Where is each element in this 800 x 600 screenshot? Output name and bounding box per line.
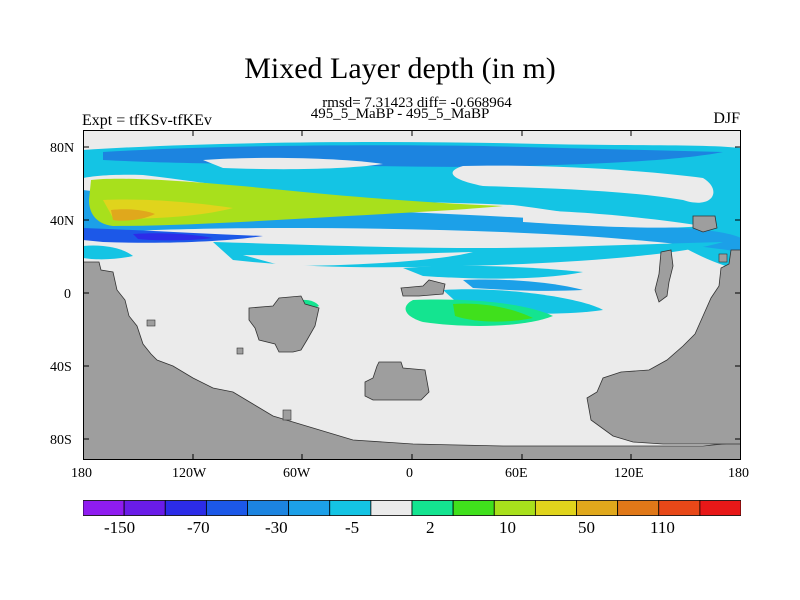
experiment-label: Expt = tfKSv-tfKEv <box>82 112 212 129</box>
colorbar-box-4 <box>205 500 248 516</box>
colorbar <box>83 500 741 516</box>
lat-tick-80n: 80N <box>50 141 75 156</box>
land-east-island-2 <box>692 215 718 233</box>
colorbar-box-16 <box>699 500 741 516</box>
colorbar-box-11 <box>493 500 536 516</box>
stats-line: rmsd= 7.31423 diff= -0.668964 <box>322 95 512 111</box>
orange-core <box>111 209 155 221</box>
lon-tick-180e: 180 <box>728 466 749 481</box>
lon-tick-0: 0 <box>406 466 413 481</box>
land-south-west <box>83 261 741 460</box>
colorbar-box-3 <box>164 500 207 516</box>
colorbar-box-8 <box>370 500 413 516</box>
colorbar-box-7 <box>329 500 372 516</box>
west-edge-lightblue <box>83 245 133 260</box>
colorbar-label-4: -5 <box>345 518 360 537</box>
mixed-layer-depth-map <box>83 130 741 460</box>
colorbar-label-7: 50 <box>578 518 595 537</box>
land-speck-3 <box>282 409 292 421</box>
colorbar-box-15 <box>658 500 701 516</box>
land-speck-2 <box>236 347 244 355</box>
land-east <box>586 249 741 445</box>
lon-tick-60e: 60E <box>505 466 528 481</box>
north-gap-1 <box>203 157 383 170</box>
colorbar-box-2 <box>123 500 166 516</box>
plot-subtitle: 495_5_MaBP - 495_5_MaBP <box>310 106 490 122</box>
lat-tick-80s: 80S <box>50 433 72 448</box>
colorbar-box-14 <box>617 500 660 516</box>
land-continent-west <box>248 295 320 353</box>
deepblue-trough <box>133 233 213 241</box>
land-equatorial-island <box>400 279 446 297</box>
lat-tick-40n: 40N <box>50 214 75 229</box>
colorbar-box-6 <box>288 500 331 516</box>
north-gap-2 <box>452 165 714 203</box>
colorbar-label-8: 110 <box>650 518 675 537</box>
eq-midblue-1 <box>463 279 583 291</box>
colorbar-box-12 <box>534 500 577 516</box>
plot-title: Mixed Layer depth (in m) <box>244 52 556 85</box>
colorbar-box-1 <box>83 500 125 516</box>
lat-tick-0: 0 <box>64 287 71 302</box>
lat-tick-40s: 40S <box>50 360 72 375</box>
colorbar-box-9 <box>411 500 454 516</box>
land-island-south <box>364 361 430 401</box>
green-core <box>453 303 533 322</box>
lon-tick-180w: 180 <box>71 466 92 481</box>
land-speck-1 <box>146 319 156 327</box>
colorbar-label-2: -70 <box>187 518 210 537</box>
colorbar-box-10 <box>452 500 495 516</box>
land-speck-4 <box>718 253 728 263</box>
north-gap-3 <box>523 210 703 228</box>
map-ticks <box>83 130 741 460</box>
colorbar-box-13 <box>576 500 619 516</box>
colorbar-label-1: -150 <box>104 518 136 537</box>
colorbar-label-3: -30 <box>265 518 288 537</box>
eq-lightblue-1 <box>403 265 583 279</box>
lon-tick-60w: 60W <box>283 466 311 481</box>
colorbar-label-6: 10 <box>499 518 516 537</box>
subtropic-gap <box>243 252 473 266</box>
land-east-island-1 <box>654 249 674 303</box>
season-label: DJF <box>713 110 740 127</box>
colorbar-label-5: 2 <box>426 518 435 537</box>
lon-tick-120e: 120E <box>614 466 644 481</box>
lon-tick-120w: 120W <box>172 466 207 481</box>
colorbar-box-5 <box>247 500 290 516</box>
